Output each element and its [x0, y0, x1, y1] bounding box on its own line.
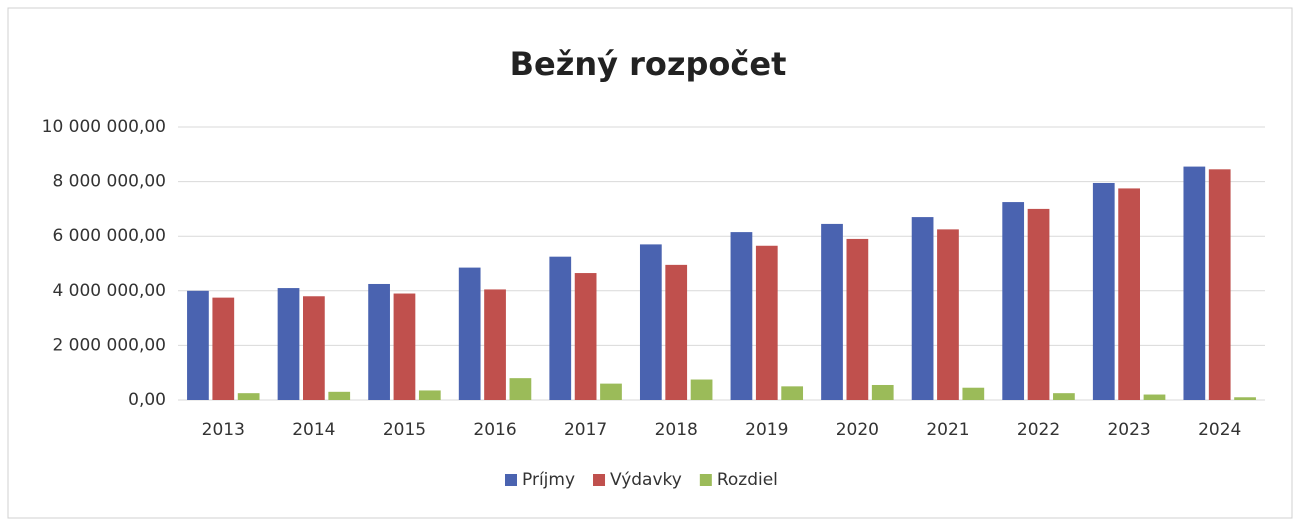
- x-tick-label: 2018: [655, 420, 698, 440]
- bar: [277, 288, 300, 400]
- y-tick-label: 0,00: [128, 390, 166, 410]
- bar: [237, 393, 260, 400]
- bar: [187, 290, 209, 400]
- x-tick-label: 2023: [1107, 420, 1150, 440]
- bar: [1183, 166, 1206, 400]
- bar: [328, 391, 351, 400]
- bar: [1092, 182, 1115, 400]
- legend-label: Výdavky: [610, 470, 682, 490]
- bar: [755, 245, 778, 400]
- legend-label: Rozdiel: [717, 470, 778, 490]
- bar: [368, 283, 390, 400]
- bar: [846, 238, 869, 400]
- bar: [1118, 188, 1140, 400]
- bar: [821, 223, 843, 400]
- x-tick-label: 2022: [1017, 420, 1060, 440]
- y-tick-label: 8 000 000,00: [52, 172, 166, 192]
- y-tick-label: 10 000 000,00: [42, 117, 166, 137]
- bar: [962, 387, 985, 400]
- x-tick-label: 2014: [292, 420, 335, 440]
- bar: [1002, 202, 1025, 400]
- x-tick-label: 2015: [383, 420, 426, 440]
- bar: [665, 264, 688, 400]
- bar: [212, 297, 235, 400]
- x-tick-label: 2021: [926, 420, 969, 440]
- bar: [418, 390, 441, 400]
- bar: [690, 379, 713, 400]
- bar: [1027, 208, 1050, 400]
- bar: [730, 232, 753, 400]
- bar: [1234, 397, 1256, 400]
- bar: [937, 229, 959, 400]
- bar: [911, 217, 934, 400]
- x-tick-label: 2024: [1198, 420, 1241, 440]
- bar: [781, 386, 804, 400]
- y-tick-label: 2 000 000,00: [52, 335, 166, 355]
- x-tick-label: 2017: [564, 420, 607, 440]
- x-tick-label: 2019: [745, 420, 788, 440]
- legend-swatch: [505, 474, 517, 486]
- bar: [574, 273, 597, 400]
- x-tick-label: 2016: [473, 420, 516, 440]
- bar: [509, 378, 532, 400]
- bar: [303, 296, 325, 400]
- x-tick-label: 2020: [836, 420, 879, 440]
- bar: [871, 384, 894, 400]
- legend-swatch: [593, 474, 606, 486]
- y-tick-label: 4 000 000,00: [52, 281, 166, 301]
- bar: [639, 244, 662, 400]
- bar: [1053, 393, 1075, 400]
- bar: [549, 256, 572, 400]
- y-tick-label: 6 000 000,00: [52, 226, 166, 246]
- legend-swatch: [699, 474, 712, 486]
- bar: [484, 289, 506, 400]
- bar: [1143, 394, 1166, 400]
- bar: [393, 293, 416, 400]
- chart-title: Bežný rozpočet: [510, 45, 787, 83]
- bar: [458, 267, 481, 400]
- x-tick-label: 2013: [202, 420, 245, 440]
- legend-label: Príjmy: [522, 470, 575, 490]
- bar: [600, 383, 622, 400]
- bar: [1208, 169, 1231, 400]
